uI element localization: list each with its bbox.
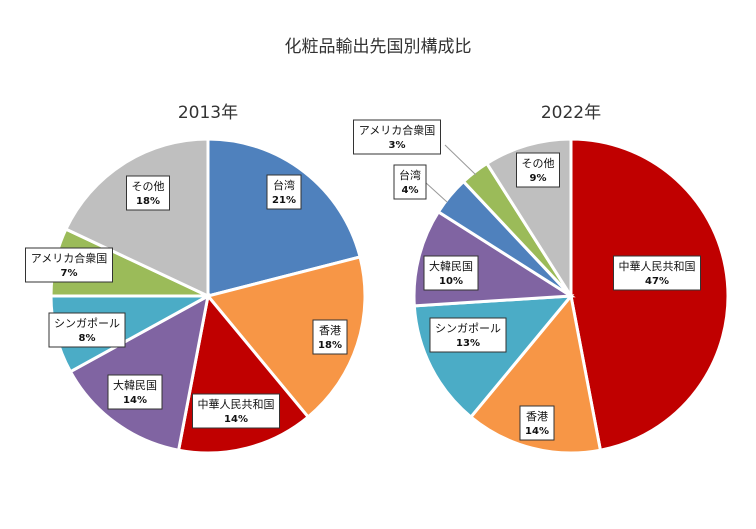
data-label-value: 10% [439, 276, 463, 287]
data-label-name: アメリカ合衆国 [31, 251, 107, 265]
data-label-value: 3% [389, 140, 406, 151]
pie-2013-slice-taiwan [206, 137, 362, 298]
data-label-box [48, 312, 126, 348]
data-label-name: 台湾 [273, 178, 295, 192]
data-label-box [516, 152, 560, 188]
pie-2022-title: 2022年 [541, 103, 601, 123]
pie-2022-labels: 中華人民共和国 47% 香港 14% シンガポール 13% 大韓民国 10% 台湾 4% アメリカ合… [353, 119, 701, 441]
data-label-box [429, 317, 507, 353]
data-label-name: その他 [522, 157, 555, 170]
pie-2013-label-taiwan: 台湾 21% [266, 174, 302, 210]
data-label-box [423, 255, 479, 291]
pie-2022: 2022年 中華人民共和国 47% 香港 14% シンガポール 13% 大韓民国 10% 台湾 4… [353, 103, 730, 455]
data-label-name: 香港 [319, 324, 341, 337]
data-label-name: 香港 [526, 410, 548, 423]
data-label-value: 47% [645, 276, 669, 287]
pie-2013-label-usa: アメリカ合衆国 7% [25, 247, 113, 283]
pie-2013-label-china: 中華人民共和国 14% [192, 393, 280, 429]
data-label-box [519, 405, 555, 441]
data-label-value: 9% [530, 173, 547, 184]
data-label-name: 大韓民国 [429, 259, 473, 273]
pie-2022-leader-taiwan [424, 181, 448, 203]
pie-2022-slice-hong-kong [468, 292, 603, 455]
pie-2022-label-hong-kong: 香港 14% [519, 405, 555, 441]
data-label-value: 4% [402, 185, 419, 196]
data-label-name: アメリカ合衆国 [359, 123, 435, 137]
data-label-name: 台湾 [399, 168, 421, 182]
pie-2013-label-south-korea: 大韓民国 14% [107, 374, 163, 410]
pie-2022-label-usa: アメリカ合衆国 3% [353, 119, 441, 155]
data-label-value: 13% [456, 338, 480, 349]
data-label-name: その他 [132, 180, 165, 193]
data-label-box [613, 255, 701, 291]
data-label-value: 8% [79, 333, 96, 344]
data-label-box [353, 119, 441, 155]
data-label-box [266, 174, 302, 210]
pie-2022-leader-usa [444, 144, 477, 176]
data-label-value: 14% [123, 395, 147, 406]
data-label-box [312, 319, 348, 355]
data-label-box [107, 374, 163, 410]
data-label-value: 14% [224, 414, 248, 425]
pie-2013-label-singapore: シンガポール 8% [48, 312, 126, 348]
data-label-value: 18% [136, 196, 160, 207]
pie-2013: 2013年 台湾 21% 香港 18% 中華人民共和国 14% 大韓民国 14% シンガポール 8… [25, 103, 367, 455]
chart-title: 化粧品輸出先国別構成比 [285, 37, 472, 57]
pie-2013-slice-other [63, 137, 210, 299]
data-label-value: 21% [272, 195, 296, 206]
data-label-value: 7% [61, 268, 78, 279]
pie-2013-slice-south-korea [68, 293, 211, 452]
pie-2013-title: 2013年 [178, 103, 238, 123]
pie-2013-labels: 台湾 21% 香港 18% 中華人民共和国 14% 大韓民国 14% シンガポール 8% アメリカ合… [25, 174, 348, 429]
data-label-name: 中華人民共和国 [619, 260, 696, 273]
data-label-name: シンガポール [54, 317, 120, 330]
pie-2022-label-china: 中華人民共和国 47% [613, 255, 701, 291]
data-label-name: 大韓民国 [113, 378, 157, 392]
pie-2022-slice-china [569, 137, 730, 452]
data-label-box [192, 393, 280, 429]
data-label-value: 14% [525, 426, 549, 437]
data-label-value: 18% [318, 340, 342, 351]
pie-2013-label-other: その他 18% [126, 175, 170, 211]
data-label-name: 中華人民共和国 [198, 398, 275, 411]
pie-2013-label-hong-kong: 香港 18% [312, 319, 348, 355]
pie-2013-slice-hong-kong [205, 255, 367, 420]
pie-2022-leaders [424, 144, 477, 203]
pie-2022-label-other: その他 9% [516, 152, 560, 188]
pie-2022-slices [412, 137, 730, 455]
data-label-box [25, 247, 113, 283]
data-label-box [393, 164, 427, 200]
data-label-name: シンガポール [435, 322, 501, 335]
pie-2022-label-taiwan: 台湾 4% [393, 164, 427, 200]
pie-2022-label-south-korea: 大韓民国 10% [423, 255, 479, 291]
pie-2022-label-singapore: シンガポール 13% [429, 317, 507, 353]
data-label-box [126, 175, 170, 211]
